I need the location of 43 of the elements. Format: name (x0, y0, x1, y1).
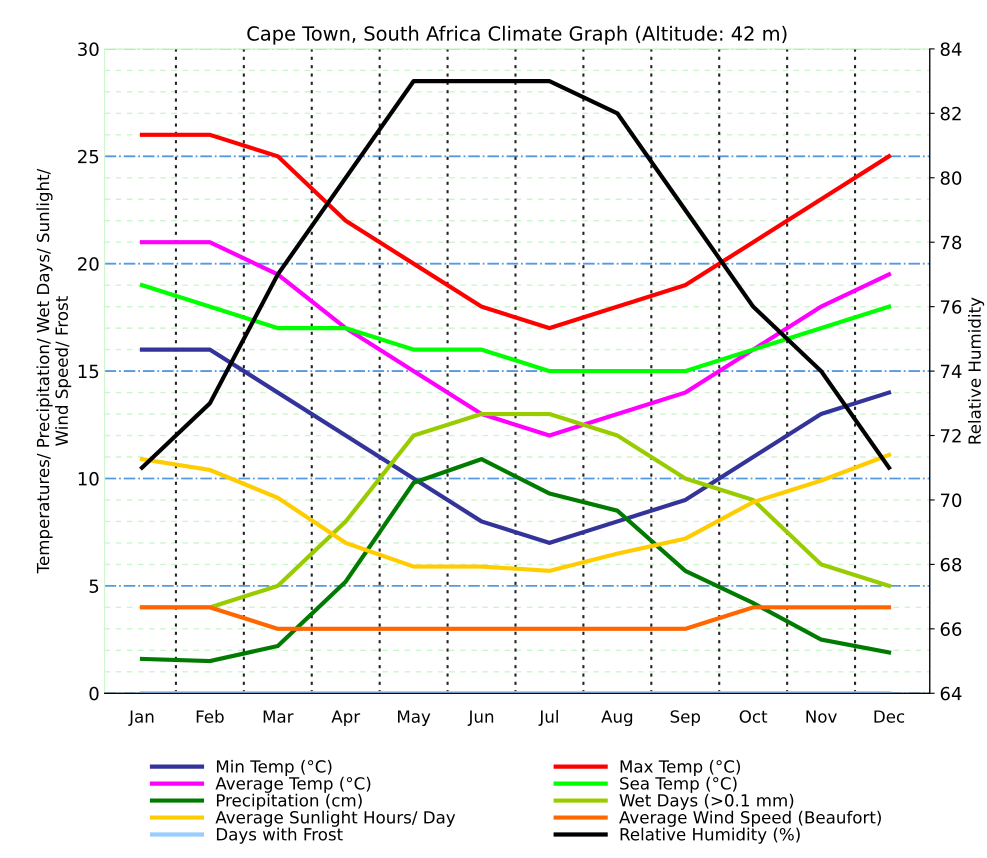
x-tick-label: Oct (740, 710, 768, 723)
x-tick-label: Jul (538, 710, 558, 726)
legend-label: Relative Humidity (%) (620, 828, 800, 844)
legend-label: Wet Days (>0.1 mm) (620, 794, 794, 810)
y2-tick-label: 80 (940, 171, 962, 185)
x-tick-label: Aug (601, 710, 632, 726)
x-tick-label: Mar (264, 710, 294, 723)
y2-tick-label: 68 (940, 558, 962, 572)
legend-label: Precipitation (cm) (216, 794, 362, 810)
y-tick-label: 10 (78, 472, 99, 486)
y2-tick-label: 72 (940, 428, 961, 442)
y-tick-label: 20 (78, 257, 99, 271)
y2-tick-label: 70 (940, 493, 962, 508)
x-tick-label: Sep (670, 710, 700, 726)
legend-label: Average Temp (°C) (215, 776, 370, 793)
y-tick-label: 25 (78, 150, 98, 164)
y2-tick-label: 74 (940, 364, 962, 378)
legend-label: Days with Frost (216, 828, 343, 844)
y-tick-label: 30 (78, 42, 99, 56)
x-tick-label: Dec (874, 710, 904, 723)
legend-label: Average Wind Speed (Beaufort) (619, 810, 881, 827)
y2-tick-label: 82 (940, 106, 961, 120)
chart-title: Cape Town, South Africa Climate Graph (Altitude: 42 m) (247, 26, 786, 45)
y2-tick-label: 84 (940, 42, 962, 56)
y2-tick-label: 64 (940, 686, 962, 700)
x-tick-label: Feb (196, 710, 224, 723)
x-tick-label: May (398, 710, 430, 726)
y2-axis-title: Relative Humidity (968, 298, 984, 444)
x-tick-label: Apr (331, 710, 360, 726)
y-axis-title: Temperatures/ Precipitation/ Wet Days/ Sunlight/ Wind Speed/ Frost (36, 168, 72, 574)
y2-tick-label: 66 (940, 622, 962, 636)
y-tick-label: 15 (78, 364, 98, 378)
x-tick-label: Nov (806, 710, 837, 723)
legend-label: Max Temp (°C) (620, 760, 740, 776)
legend-label: Sea Temp (°C) (620, 776, 737, 793)
x-tick-label: Jun (468, 710, 494, 726)
y2-tick-label: 78 (940, 236, 962, 250)
legend-label: Min Temp (°C) (216, 760, 332, 776)
y-tick-label: 0 (89, 686, 99, 700)
y-tick-label: 5 (90, 580, 98, 593)
x-tick-label: Jan (128, 710, 154, 726)
y2-tick-label: 76 (940, 300, 962, 314)
legend-label: Average Sunlight Hours/ Day (215, 810, 456, 827)
